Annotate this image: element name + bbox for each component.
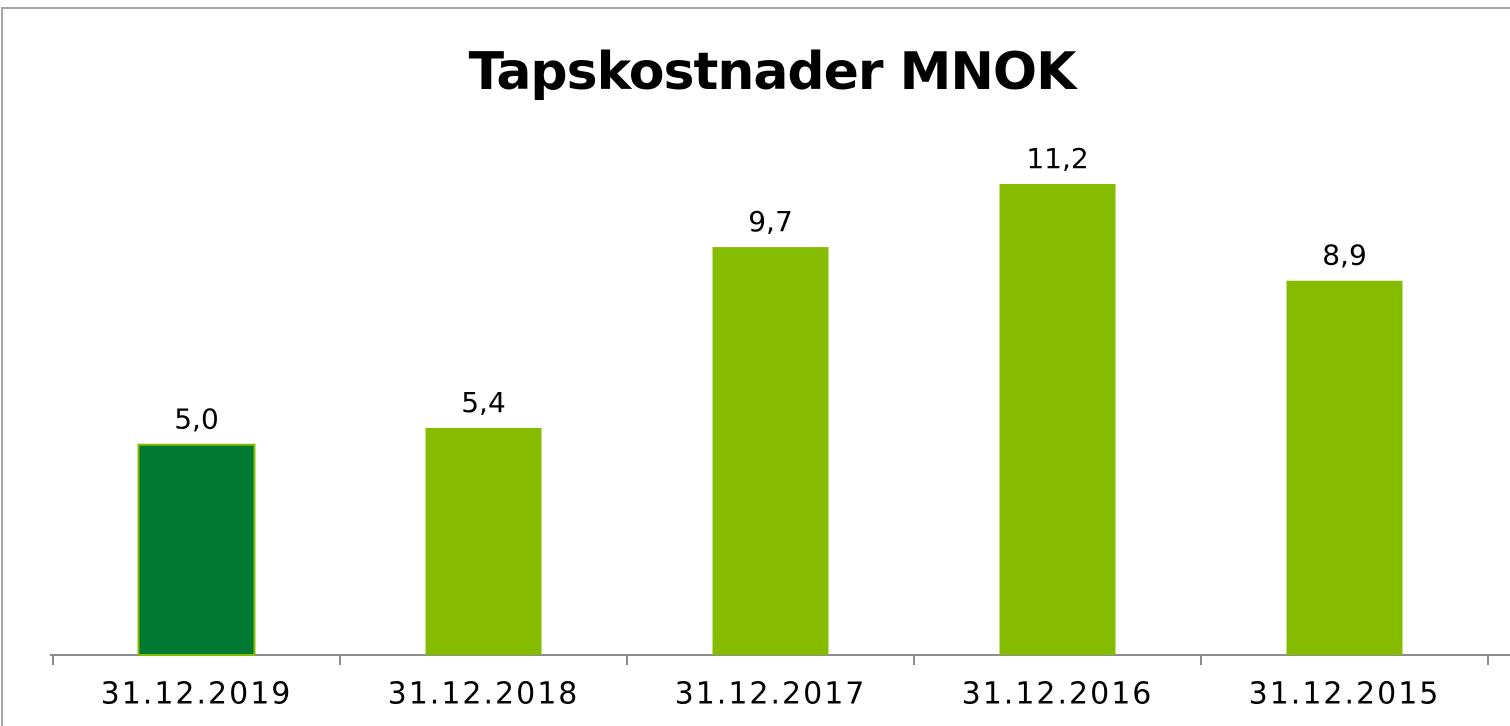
value-label: 11,2 [1026, 142, 1088, 175]
x-tick-label: 31.12.2018 [388, 677, 580, 712]
value-label: 5,0 [174, 403, 219, 436]
bar [999, 184, 1116, 655]
value-label: 9,7 [748, 205, 793, 238]
bar [137, 443, 256, 656]
x-tick-label: 31.12.2017 [675, 677, 867, 712]
value-label: 8,9 [1322, 239, 1367, 272]
bar [1286, 280, 1403, 655]
chart-frame [1, 7, 1510, 726]
chart-title: Tapskostnader MNOK [469, 42, 1079, 102]
value-label: 5,4 [461, 386, 506, 419]
x-tick-label: 31.12.2016 [962, 677, 1154, 712]
x-tick-label: 31.12.2015 [1249, 677, 1441, 712]
bar [712, 247, 829, 655]
bar [425, 427, 542, 655]
x-tick-label: 31.12.2019 [101, 677, 293, 712]
